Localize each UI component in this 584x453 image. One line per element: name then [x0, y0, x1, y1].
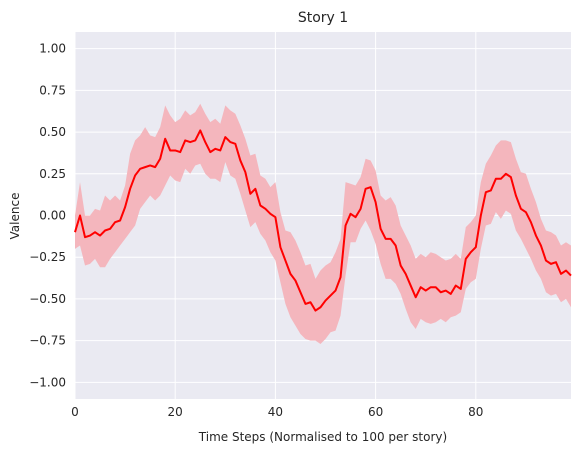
- y-tick-label: 1.00: [39, 42, 66, 56]
- y-tick-label: −1.00: [29, 375, 66, 389]
- valence-line: [74, 129, 572, 312]
- x-tick-label: 80: [468, 405, 483, 419]
- y-tick-label: 0.50: [39, 125, 66, 139]
- y-tick-label: −0.50: [29, 292, 66, 306]
- x-axis-label: Time Steps (Normalised to 100 per story): [198, 430, 447, 444]
- x-tick-labels: 0 20 40 60 80: [71, 405, 483, 419]
- x-tick-label: 40: [268, 405, 283, 419]
- x-tick-label: 60: [368, 405, 383, 419]
- confidence-band: [75, 103, 571, 344]
- chart-title: Story 1: [298, 10, 348, 26]
- y-tick-labels: −1.00 −0.75 −0.50 −0.25 0.00 0.25 0.50 0.75 1.00: [29, 42, 66, 390]
- x-tick-label: 20: [168, 405, 183, 419]
- y-tick-label: −0.75: [29, 334, 66, 348]
- y-tick-label: −0.25: [29, 250, 66, 264]
- x-tick-label: 0: [71, 405, 79, 419]
- y-tick-label: 0.75: [39, 83, 66, 97]
- y-tick-label: 0.25: [39, 167, 66, 181]
- y-tick-label: 0.00: [39, 209, 66, 223]
- y-axis-label: Valence: [8, 193, 22, 240]
